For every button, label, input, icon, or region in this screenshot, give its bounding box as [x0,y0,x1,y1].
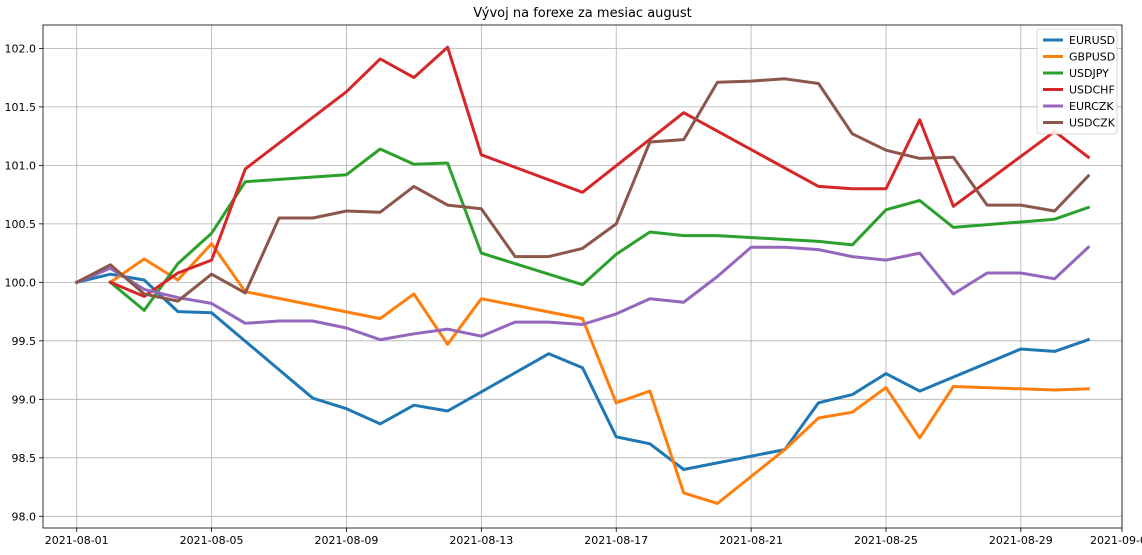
legend-label: GBPUSD [1069,51,1115,64]
y-tick-label: 99.5 [12,335,37,348]
y-tick-label: 99.0 [12,393,37,406]
x-tick-label: 2021-08-09 [315,534,379,547]
x-tick-label: 2021-08-25 [854,534,918,547]
y-tick-label: 98.0 [12,510,37,523]
x-tick-label: 2021-08-17 [584,534,648,547]
legend-label: EURUSD [1069,34,1115,47]
x-tick-label: 2021-09-01 [1090,534,1142,547]
x-tick-label: 2021-08-05 [180,534,244,547]
legend: EURUSD GBPUSD USDJPY USDCHF EURCZK USDCZK [1037,29,1117,134]
y-tick-label: 101.5 [5,101,37,114]
legend-label: USDCHF [1069,84,1115,97]
y-tick-label: 98.5 [12,452,37,465]
x-tick-label: 2021-08-13 [449,534,513,547]
y-tick-label: 100.5 [5,218,37,231]
y-tick-label: 101.0 [5,159,37,172]
y-tick-label: 100.0 [5,276,37,289]
legend-label: USDJPY [1069,67,1109,80]
legend-label: EURCZK [1069,100,1114,113]
chart-title: Vývoj na forexe za mesiac august [473,6,692,21]
x-tick-label: 2021-08-21 [719,534,783,547]
y-tick-label: 102.0 [5,42,37,55]
x-tick-label: 2021-08-29 [989,534,1053,547]
legend-label: USDCZK [1069,117,1116,130]
x-tick-label: 2021-08-01 [45,534,109,547]
